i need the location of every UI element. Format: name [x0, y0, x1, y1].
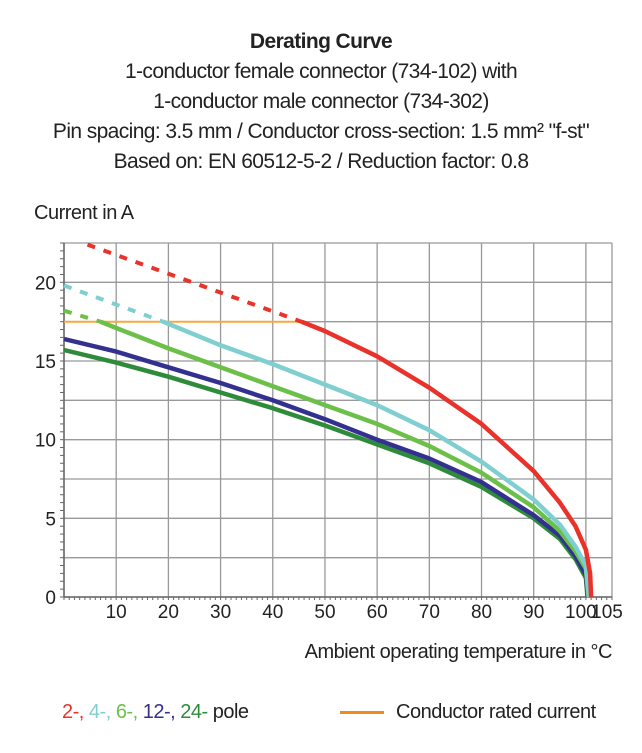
- legend-poles: 2-, 4-, 6-, 12-, 24- pole: [62, 701, 249, 724]
- subtitle-line: 1-conductor male connector (734-302): [153, 90, 489, 113]
- series-dashed-2: [86, 242, 303, 324]
- legend-item: 24-: [180, 701, 213, 723]
- series-dashed-6: [63, 308, 102, 324]
- x-tick-label: 105: [591, 602, 623, 623]
- series-line-12: [63, 336, 591, 598]
- x-tick-label: 80: [471, 602, 492, 623]
- legend-rated-swatch: [340, 711, 384, 714]
- x-tick-label: 60: [367, 602, 388, 623]
- series-dashed-4: [63, 283, 164, 324]
- legend-item: 12-,: [142, 701, 181, 723]
- legend-suffix: pole: [212, 701, 249, 723]
- series-line-4: [162, 319, 592, 598]
- x-tick-label: 90: [523, 602, 544, 623]
- x-tick-label: 50: [314, 602, 335, 623]
- x-tick-label: 30: [210, 602, 231, 623]
- y-axis-label: Current in A: [34, 202, 134, 224]
- y-tick-label: 15: [35, 352, 56, 373]
- series-line-2: [300, 319, 594, 598]
- y-tick-label: 0: [45, 588, 56, 609]
- y-tick-label: 20: [35, 273, 56, 294]
- legend-item: 2-,: [62, 701, 89, 723]
- legend-item: 6-,: [115, 701, 143, 723]
- y-tick-label: 5: [45, 509, 56, 530]
- subtitle-line: Based on: EN 60512-5-2 / Reduction facto…: [113, 150, 529, 173]
- x-tick-label: 70: [419, 602, 440, 623]
- legend-rated-label: Conductor rated current: [396, 701, 596, 723]
- x-axis-label: Ambient operating temperature in °C: [304, 641, 613, 663]
- legend-rated-current: Conductor rated current: [340, 701, 596, 724]
- x-tick-label: 100: [565, 602, 597, 623]
- subtitle-line: 1-conductor female connector (734-102) w…: [124, 60, 518, 83]
- subtitle-line: Pin spacing: 3.5 mm / Conductor cross-se…: [52, 120, 590, 143]
- chart-title: Derating Curve: [249, 30, 393, 53]
- x-tick-label: 40: [262, 602, 283, 623]
- legend-item: 4-,: [88, 701, 116, 723]
- y-tick-label: 10: [35, 431, 56, 452]
- x-tick-label: 10: [106, 602, 127, 623]
- series-line-6: [99, 319, 591, 598]
- x-tick-label: 20: [158, 602, 179, 623]
